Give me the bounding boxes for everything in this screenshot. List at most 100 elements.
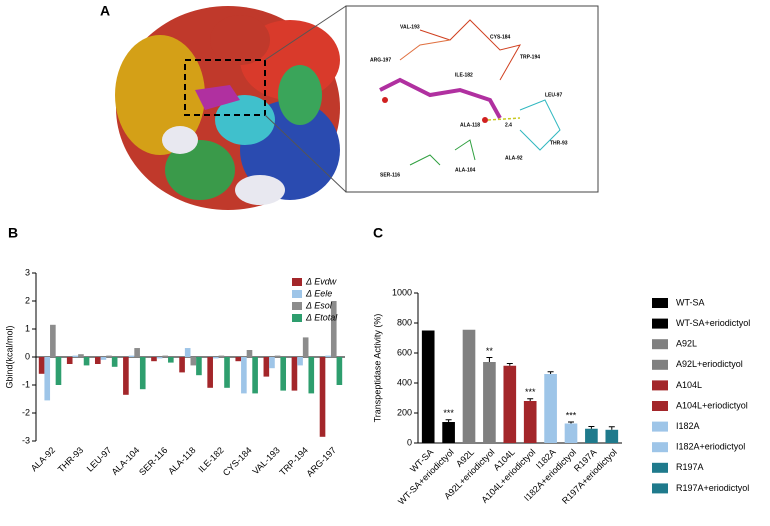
bar xyxy=(100,357,107,360)
y-tick-label: 200 xyxy=(397,407,412,417)
protein-surface xyxy=(115,5,347,210)
bar xyxy=(123,357,129,395)
bar xyxy=(246,350,253,357)
residue-label: ALA-92 xyxy=(505,155,523,161)
bar xyxy=(503,365,517,443)
bar xyxy=(241,357,247,394)
legend-label: A92L+eriodictyol xyxy=(676,359,743,369)
significance: *** xyxy=(443,408,454,418)
legend-swatch xyxy=(652,421,668,432)
bar xyxy=(168,357,174,363)
legend-swatch xyxy=(652,442,668,453)
legend-swatch xyxy=(652,359,668,370)
residue-label: ALA-118 xyxy=(460,122,480,128)
y-tick-label: 1000 xyxy=(392,287,412,297)
bar xyxy=(325,355,331,357)
error-bar xyxy=(486,357,493,362)
bar xyxy=(319,357,326,437)
legend-label: R197A xyxy=(676,462,704,472)
bar xyxy=(44,357,51,401)
x-tick-label: ALA-118 xyxy=(166,445,197,476)
bar xyxy=(523,401,537,443)
legend-label: R197A+eriodictyol xyxy=(676,483,749,493)
bar xyxy=(564,423,578,443)
error-bar xyxy=(588,426,595,429)
legend-swatch xyxy=(292,302,302,310)
bar xyxy=(330,301,337,357)
residue-label: CYS-184 xyxy=(490,34,511,40)
bar xyxy=(483,362,496,443)
residue-label: TRP-194 xyxy=(520,54,540,60)
bar xyxy=(78,354,84,357)
bar xyxy=(111,357,118,367)
y-tick-label: -3 xyxy=(22,435,30,445)
legend-swatch xyxy=(292,278,302,286)
y-tick-label: 1 xyxy=(25,323,30,333)
x-tick-label: ALA-104 xyxy=(110,445,142,477)
bar xyxy=(462,329,476,443)
bar xyxy=(218,355,225,357)
bar xyxy=(179,357,185,373)
bar xyxy=(128,355,135,357)
bar xyxy=(151,357,157,362)
residue-label: ARG-197 xyxy=(370,57,391,63)
bar xyxy=(308,357,315,394)
bar xyxy=(207,357,213,388)
residue-label: VAL-193 xyxy=(400,24,420,30)
bar xyxy=(38,357,45,374)
legend-label: A104L+eriodictyol xyxy=(676,400,748,410)
y-tick-label: -2 xyxy=(22,407,30,417)
bar xyxy=(55,357,62,385)
x-tick-label: THR-93 xyxy=(56,445,85,474)
legend-swatch xyxy=(292,314,302,322)
y-tick-label: 3 xyxy=(25,267,30,277)
bar xyxy=(297,357,303,366)
error-bar xyxy=(547,371,554,374)
legend-label: A92L xyxy=(676,339,697,349)
bar xyxy=(66,357,73,364)
y-tick-label: -1 xyxy=(22,379,30,389)
error-bar xyxy=(527,398,534,401)
bar xyxy=(134,348,140,357)
legend-label: A104L xyxy=(676,380,702,390)
panel-label: B xyxy=(8,225,18,241)
legend-swatch xyxy=(652,318,668,329)
bar xyxy=(252,357,258,394)
legend-swatch xyxy=(652,483,668,494)
residue-label: ILE-182 xyxy=(455,72,473,78)
bar xyxy=(162,355,169,357)
bar xyxy=(421,330,435,443)
residue-label: LEU-97 xyxy=(545,92,562,98)
y-axis-label: Transpeptidase Activity (%) xyxy=(372,314,382,423)
bar xyxy=(291,357,298,391)
significance: *** xyxy=(566,410,577,420)
residue-label: ALA-104 xyxy=(455,167,476,173)
bar xyxy=(605,429,619,443)
bar xyxy=(235,357,242,362)
legend-label: WT-SA xyxy=(676,297,705,307)
legend-label: Δ Eele xyxy=(305,288,332,298)
significance: ** xyxy=(486,346,494,356)
legend-label: I182A+eriodictyol xyxy=(676,442,745,452)
y-tick-label: 0 xyxy=(25,351,30,361)
bar xyxy=(94,357,101,364)
bar xyxy=(50,324,56,357)
error-bar xyxy=(506,363,513,366)
error-bar xyxy=(608,426,615,430)
x-tick-label: CYS-184 xyxy=(221,445,254,478)
residue-label: SER-116 xyxy=(380,172,400,178)
bar xyxy=(224,357,230,388)
y-tick-label: 800 xyxy=(397,317,412,327)
x-tick-label: ARG-197 xyxy=(304,445,338,479)
bar xyxy=(212,357,219,359)
y-tick-label: 2 xyxy=(25,295,30,305)
legend-label: Δ Esol xyxy=(305,300,333,310)
significance: *** xyxy=(525,387,536,397)
legend-label: Δ Evdw xyxy=(305,276,337,286)
legend-label: WT-SA+eriodictyol xyxy=(676,318,750,328)
legend-label: Δ Etotal xyxy=(305,312,338,322)
y-tick-label: 400 xyxy=(397,377,412,387)
bar xyxy=(274,355,281,357)
bar xyxy=(83,357,90,366)
